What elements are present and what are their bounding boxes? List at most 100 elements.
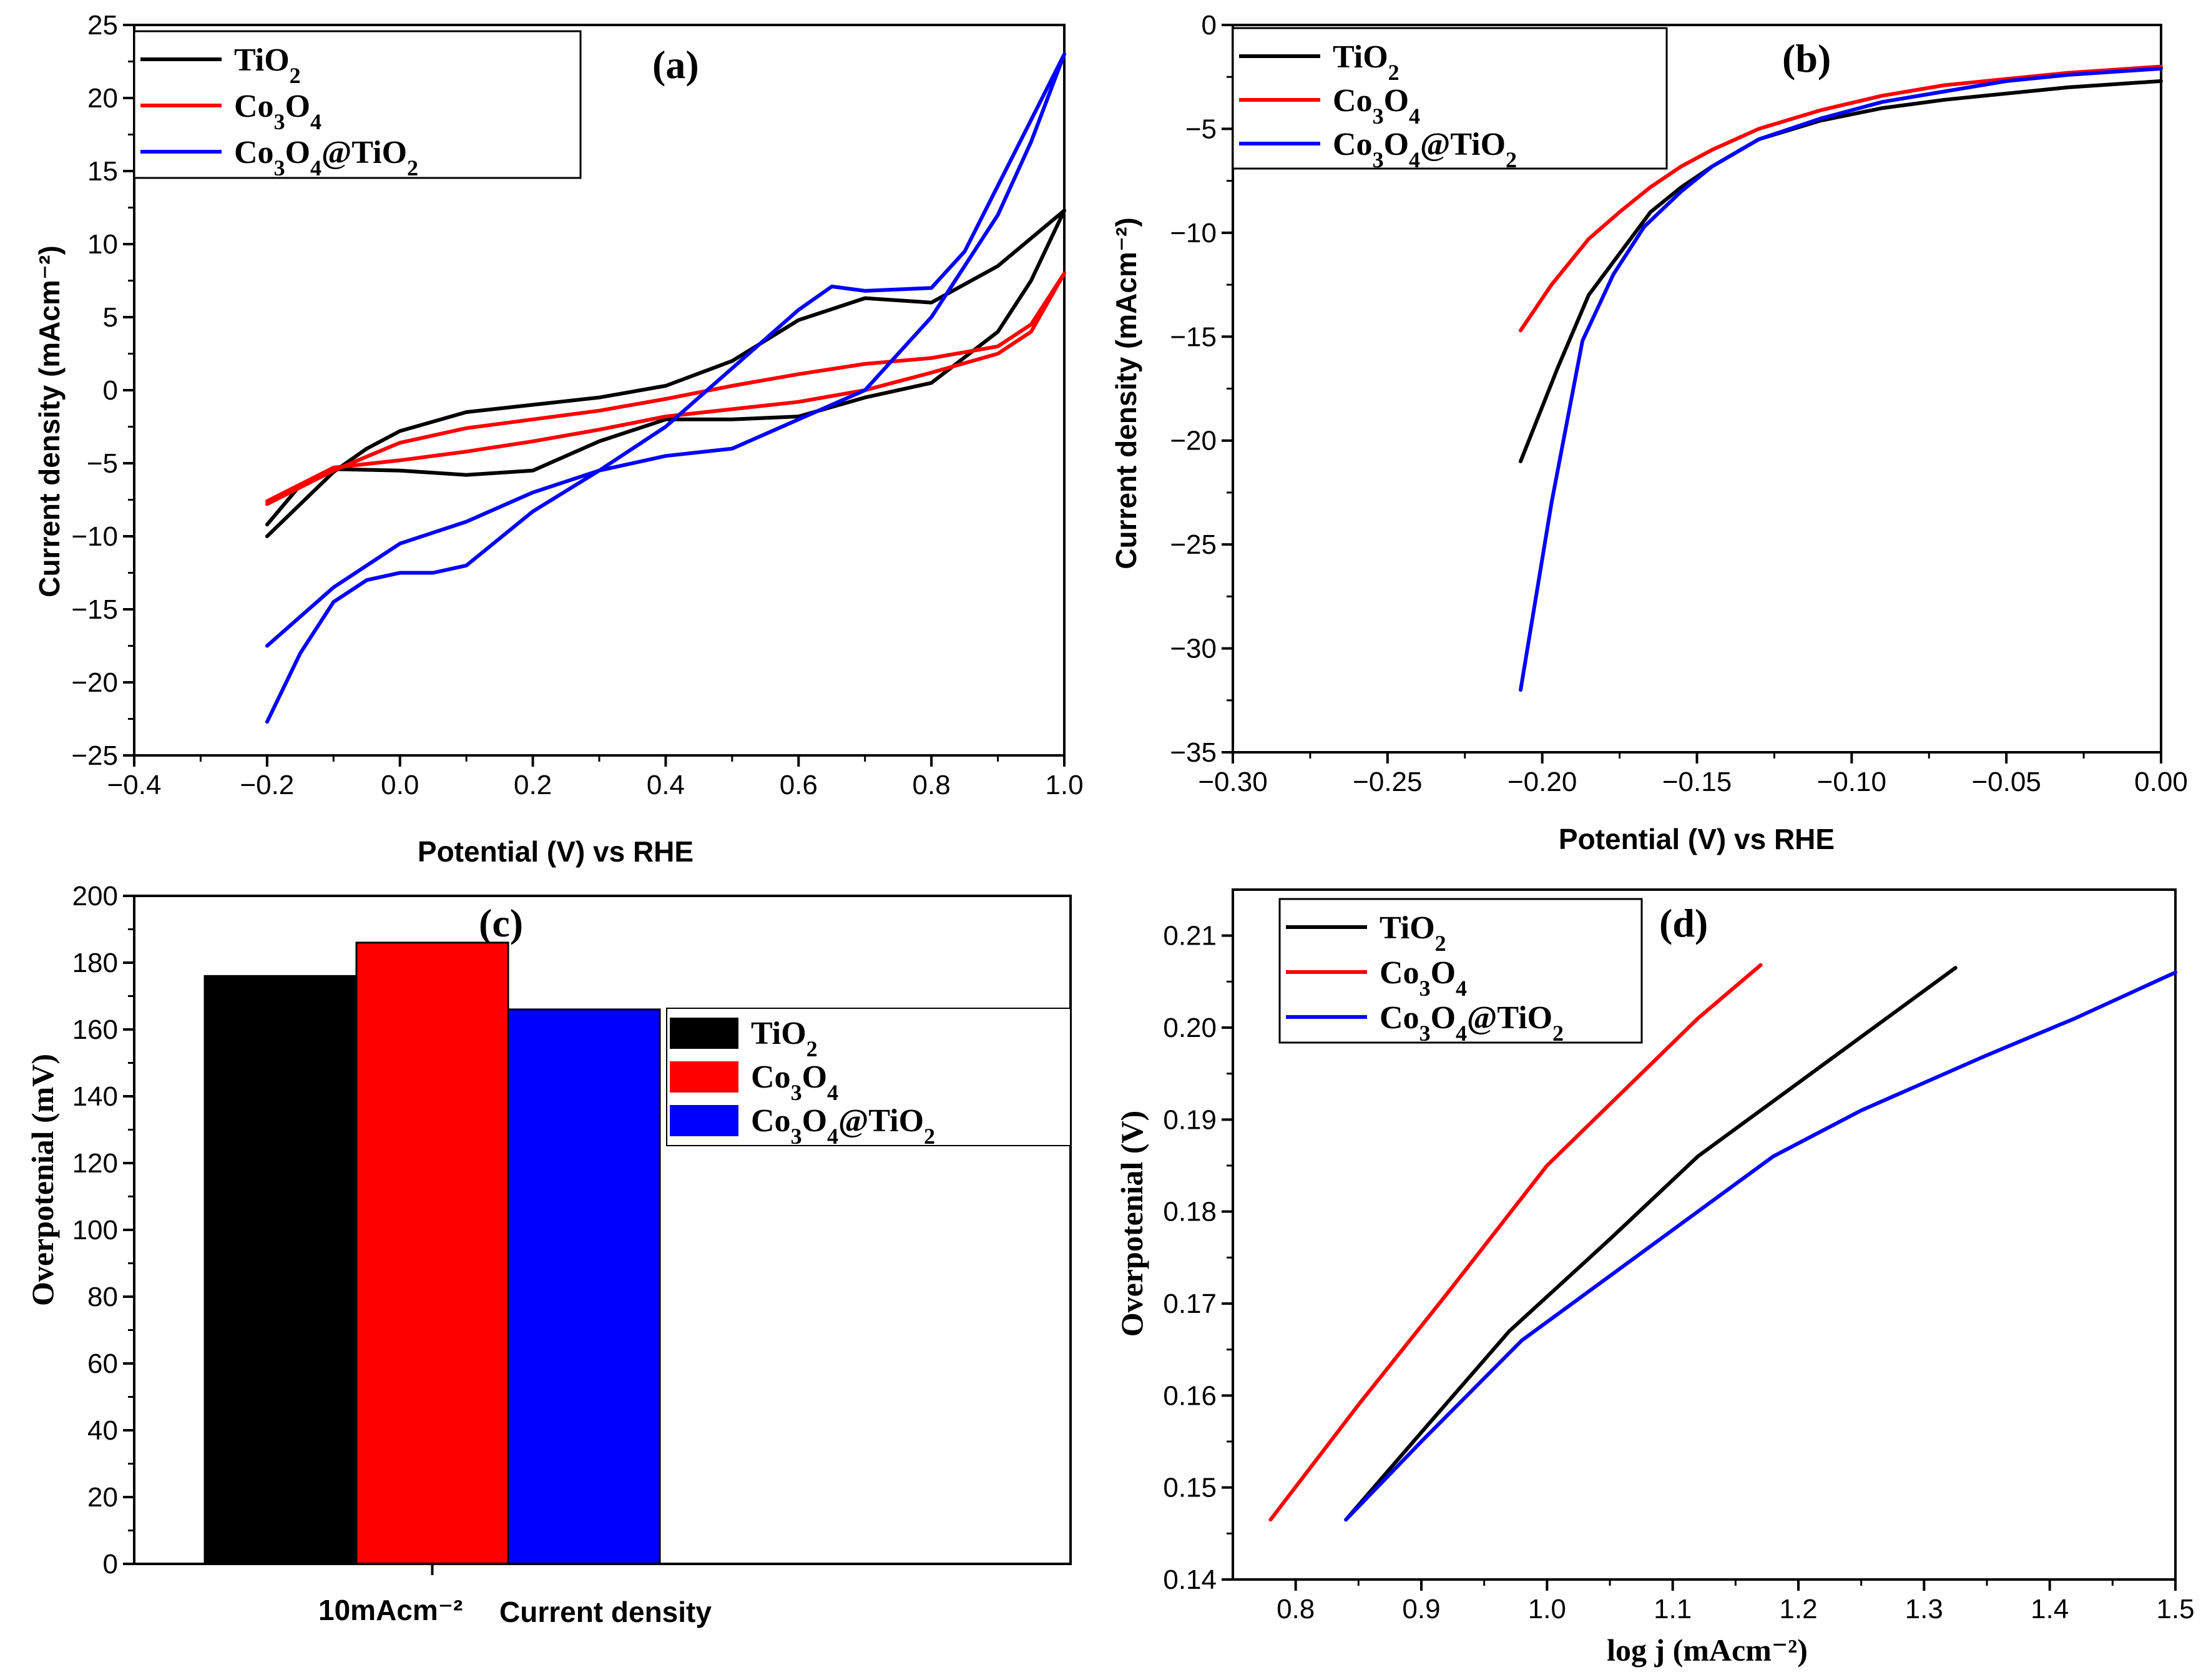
- panel-b-xtick-label: 0.00: [2134, 767, 2188, 797]
- panel-a-xtick-label: 0.8: [913, 770, 951, 800]
- panel-b-legend-label: Co3O4@TiO2: [1333, 127, 1517, 172]
- panel-a-ytick-label: −15: [71, 594, 118, 625]
- panel-b-xtick-label: −0.15: [1662, 767, 1732, 797]
- panel-b-series-co3o4: [1519, 64, 2163, 333]
- panel-d: (d) log j (mAcm⁻²) Overpotenial (V) 0.14…: [1114, 888, 2195, 1668]
- panel-d-xtick-label: 1.0: [1528, 1594, 1566, 1624]
- panel-c-ytick-label: 100: [72, 1215, 118, 1245]
- panel-a-series-co3o4: [265, 271, 1066, 506]
- panel-c: (c) 10mAcm⁻² Current density Overpotenia…: [25, 881, 1072, 1628]
- panel-d-ylabel: Overpotenial (V): [1114, 1111, 1149, 1337]
- panel-c-ytick-label: 60: [87, 1348, 118, 1379]
- panel-a-ytick-label: 5: [103, 302, 118, 333]
- panel-c-bar-tio2: [203, 975, 358, 1565]
- panel-c-ytick-label: 0: [103, 1549, 118, 1579]
- panel-b-xtick-label: −0.10: [1817, 767, 1886, 797]
- panel-d-xtick-label: 1.1: [1654, 1594, 1692, 1624]
- panel-b-ylabel: Current density (mAcm⁻²): [1110, 217, 1142, 569]
- panel-b-ytick-label: −20: [1170, 426, 1217, 456]
- panel-d-ytick-label: 0.15: [1163, 1473, 1217, 1503]
- panel-d-ytick-label: 0.21: [1163, 921, 1217, 951]
- panel-b: (b) Potential (V) vs RHE Current density…: [1110, 10, 2188, 855]
- panel-c-ytick-label: 80: [87, 1282, 118, 1312]
- panel-b-ytick-label: −35: [1170, 737, 1217, 768]
- panel-a-ytick-label: 20: [87, 83, 118, 114]
- panel-a-xtick-label: 0.6: [780, 770, 818, 800]
- panel-a-label: (a): [652, 42, 699, 87]
- panel-c-ytick-label: 160: [72, 1014, 118, 1045]
- panel-a-ytick-label: 0: [103, 375, 118, 406]
- panel-d-xtick-label: 1.3: [1905, 1594, 1943, 1624]
- panel-a-series-co3o4-at-tio2: [265, 52, 1066, 724]
- panel-c-ytick-label: 40: [87, 1415, 118, 1446]
- panel-d-xtick-label: 0.8: [1277, 1594, 1315, 1624]
- panel-c-bar-co3o4-at-tio2: [507, 1008, 661, 1565]
- panel-d-series-tio2: [1344, 966, 1958, 1522]
- panel-a-xtick-label: 0.2: [514, 770, 552, 800]
- panel-c-bar-co3o4: [355, 941, 509, 1565]
- panel-c-legend-swatch: [670, 1105, 738, 1136]
- panel-a-ytick-label: −5: [87, 448, 118, 479]
- panel-d-plot-frame: [1232, 888, 2177, 1581]
- panel-b-legend-label: Co3O4: [1333, 83, 1420, 129]
- panel-a-xtick-label: −0.4: [107, 770, 162, 800]
- panel-c-ytick-label: 20: [87, 1482, 118, 1513]
- panel-b-ytick-label: −30: [1170, 634, 1217, 664]
- panel-d-legend-label: Co3O4@TiO2: [1380, 1000, 1564, 1046]
- panel-d-legend-label: Co3O4: [1380, 955, 1467, 1001]
- panel-c-label: (c): [479, 901, 523, 945]
- panel-c-legend-label: Co3O4@TiO2: [751, 1103, 935, 1149]
- panel-a-xlabel: Potential (V) vs RHE: [418, 835, 694, 868]
- panel-a-legend-label: Co3O4@TiO2: [234, 135, 418, 180]
- panel-d-xtick-label: 1.5: [2156, 1594, 2194, 1624]
- panel-b-ytick-label: 0: [1202, 10, 1217, 41]
- panel-d-ytick-label: 0.17: [1163, 1289, 1217, 1319]
- panel-c-ylabel: Overpotenial (mV): [25, 1054, 60, 1306]
- panel-b-xtick-label: −0.20: [1508, 767, 1577, 797]
- panel-a-ytick-label: 25: [87, 10, 118, 41]
- panel-d-series-co3o4-at-tio2: [1344, 970, 2177, 1522]
- panel-b-xtick-label: −0.30: [1198, 767, 1267, 797]
- panel-b-xlabel: Potential (V) vs RHE: [1559, 823, 1835, 855]
- panel-b-ytick-label: −15: [1170, 322, 1217, 352]
- panel-a-ytick-label: −10: [71, 521, 118, 552]
- panel-a-ytick-label: −25: [71, 740, 118, 771]
- panel-c-ytick-label: 140: [72, 1081, 118, 1112]
- panel-a-xtick-label: 1.0: [1045, 770, 1083, 800]
- panel-a-xtick-label: −0.2: [240, 770, 294, 800]
- panel-b-xtick-label: −0.25: [1353, 767, 1422, 797]
- panel-a-xtick-label: 0.4: [647, 770, 685, 800]
- panel-c-ytick-label: 120: [72, 1148, 118, 1179]
- panel-b-ytick-label: −5: [1185, 114, 1217, 144]
- panel-d-xtick-label: 0.9: [1402, 1594, 1440, 1624]
- panel-d-ytick-label: 0.19: [1163, 1104, 1217, 1135]
- panel-b-ytick-label: −25: [1170, 529, 1217, 560]
- panel-c-ytick-label: 180: [72, 948, 118, 978]
- panel-c-plot-frame: [133, 895, 1072, 1565]
- panel-d-ytick-label: 0.14: [1163, 1565, 1217, 1595]
- panel-c-legend-swatch: [670, 1061, 738, 1093]
- panel-c-category-label: 10mAcm⁻²: [318, 1594, 463, 1626]
- panel-d-ytick-label: 0.20: [1163, 1013, 1217, 1043]
- panel-b-series-co3o4-at-tio2: [1519, 66, 2163, 692]
- panel-c-legend-swatch: [670, 1018, 738, 1049]
- panel-a-xtick-label: 0.0: [381, 770, 419, 800]
- panel-b-label: (b): [1782, 36, 1831, 81]
- panel-a-legend-label: Co3O4: [234, 89, 321, 134]
- panel-d-xtick-label: 1.2: [1779, 1594, 1817, 1624]
- panel-d-xlabel: log j (mAcm⁻²): [1607, 1633, 1808, 1668]
- panel-c-xlabel: Current density: [499, 1596, 712, 1628]
- panel-d-ytick-label: 0.18: [1163, 1197, 1217, 1227]
- panel-b-xtick-label: −0.05: [1971, 767, 2041, 797]
- panel-a-ytick-label: 10: [87, 229, 118, 260]
- panel-b-ytick-label: −10: [1170, 218, 1217, 248]
- panel-a-ytick-label: 15: [87, 156, 118, 187]
- panel-c-legend-label: Co3O4: [751, 1059, 838, 1105]
- panel-a-ylabel: Current density (mAcm⁻²): [33, 245, 66, 597]
- panel-a-series-tio2: [265, 209, 1066, 538]
- panel-d-label: (d): [1659, 901, 1708, 945]
